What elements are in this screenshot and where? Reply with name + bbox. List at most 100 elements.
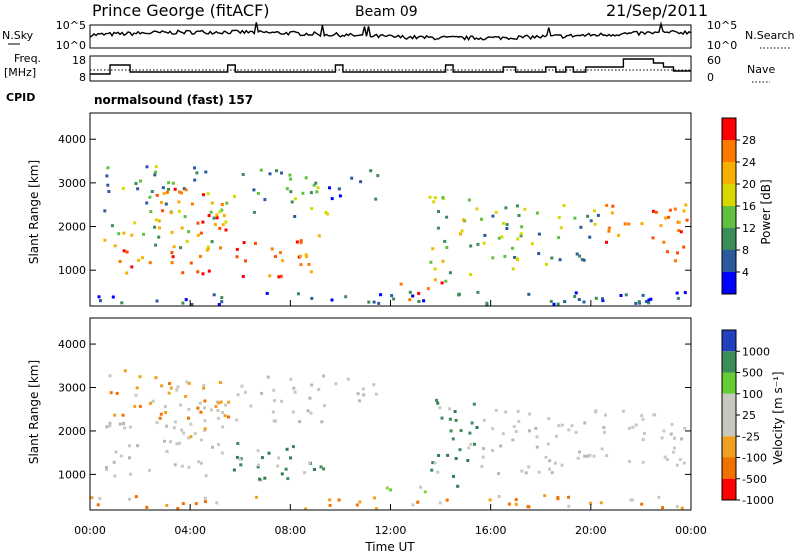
vel-cells-cell: [211, 445, 214, 449]
vel-cells-cell: [512, 424, 516, 428]
vel-cells-cell: [491, 449, 494, 452]
power-cells-cell: [578, 254, 582, 258]
vel-cells-cell: [256, 465, 260, 469]
power-cells-cell: [619, 294, 623, 297]
vel-cells-cell: [494, 408, 498, 412]
vel-cells-cell: [109, 391, 113, 395]
vel-cells-cell: [570, 424, 574, 428]
vel-cells-cell: [239, 463, 243, 467]
vel-cells-cell: [452, 474, 455, 478]
vel-cells-cell: [147, 468, 151, 472]
power-cells-cell: [218, 226, 222, 230]
vel-cells-cell: [133, 404, 137, 408]
power-cells-cell: [502, 221, 505, 225]
vel-cells-cell: [578, 450, 582, 454]
vel-cells-cell: [567, 495, 570, 499]
power-cells-cell: [676, 296, 680, 300]
xtick-label: 00:00: [675, 524, 707, 537]
power-cells-cell: [218, 210, 222, 214]
vel-cells-cell: [497, 495, 501, 498]
power-cells-cell: [198, 254, 202, 258]
power-cells-cell: [189, 261, 193, 265]
power-cells-cell: [184, 188, 188, 192]
power-cells-cell: [573, 216, 577, 220]
power-cells-cell: [582, 300, 586, 304]
vel-cells-cell: [678, 458, 682, 461]
vel-cells-cell: [187, 436, 191, 440]
power-cells-cell: [220, 296, 224, 300]
power-cells-cell: [157, 219, 161, 223]
vel-cells-cell: [258, 477, 262, 481]
power-cells-cell: [586, 214, 590, 218]
vel-cells-cell: [298, 420, 302, 424]
power-cells-cell: [575, 252, 579, 256]
ytick-label: 1000: [58, 468, 86, 481]
vel-cells-cell: [221, 425, 225, 429]
vel-cells-cell: [337, 498, 341, 502]
vel-cells-cell: [438, 501, 442, 505]
vel-cells-cell: [187, 407, 191, 411]
noise-sky-line: [89, 21, 692, 42]
power-cells-cell: [224, 228, 228, 232]
power-cells-cell: [111, 295, 115, 299]
power-cells-cell: [491, 214, 495, 218]
power-cells-cell: [448, 271, 452, 275]
power-cells-cell: [215, 216, 219, 220]
power-cells-cell: [674, 259, 677, 263]
power-cells-cell: [426, 287, 430, 291]
station-title: Prince George (fitACF): [92, 1, 270, 20]
power-cells-cell: [299, 239, 303, 243]
power-cells-cell: [171, 181, 175, 185]
power-cells-cell: [273, 255, 277, 259]
power-cells-cell: [577, 298, 581, 301]
vel-cells-cell: [480, 464, 484, 468]
power-cells-cell: [204, 170, 208, 174]
ytick-label: 2000: [58, 221, 86, 234]
vel-cells-cell: [113, 474, 117, 478]
power-cells-cell: [201, 272, 205, 276]
power-cells-cell: [296, 292, 300, 296]
vel-cells-cell: [456, 484, 460, 488]
vel-cells-cell: [641, 460, 645, 464]
vel-cells-cell: [546, 442, 550, 446]
power-cells-cell: [557, 236, 561, 240]
power-cells-cell: [537, 232, 541, 236]
power-cells-cell: [110, 224, 114, 228]
vel-cells-cell: [105, 466, 108, 469]
power-cells-cell: [316, 186, 320, 190]
power-cells-cell: [220, 208, 224, 212]
power-cells-cell: [627, 222, 631, 226]
vel-cells-cell: [167, 391, 171, 395]
noise-right-tick-bottom: 10^0: [707, 39, 737, 52]
power-cells-cell: [651, 236, 655, 240]
power-cells-cell: [515, 204, 519, 208]
colorbar-segment: [722, 478, 736, 500]
power-cells-cell: [142, 232, 145, 236]
power-cells-cell: [113, 244, 117, 248]
power-cells-cell: [677, 229, 681, 232]
vel-cells-cell: [224, 403, 228, 407]
power-cells-cell: [328, 186, 331, 190]
vel-cells-cell: [567, 428, 571, 432]
vel-cells-cell: [276, 464, 280, 468]
vel-cells-cell: [260, 391, 264, 395]
vel-cells-cell: [553, 461, 557, 465]
power-cells-cell: [170, 251, 174, 255]
vel-cells-cell: [594, 410, 597, 414]
vel-cells-cell: [557, 424, 561, 428]
power-cells-cell: [440, 281, 444, 285]
vel-cells-cell: [165, 424, 169, 428]
vel-cells-cell: [175, 442, 179, 446]
colorbar-segment: [722, 351, 736, 373]
power-cells-cell: [184, 298, 188, 302]
colorbar-segment: [722, 272, 736, 294]
vel-cells-cell: [497, 472, 501, 476]
vel-cells-cell: [640, 502, 644, 506]
vel-cells-cell: [189, 422, 193, 426]
power-cells-cell: [667, 215, 671, 219]
xtick-label: 04:00: [174, 524, 206, 537]
power-cells-cell: [199, 231, 203, 235]
vel-cells-cell: [129, 472, 133, 476]
power-cells-cell: [390, 294, 394, 298]
vel-cells-cell: [358, 500, 362, 504]
